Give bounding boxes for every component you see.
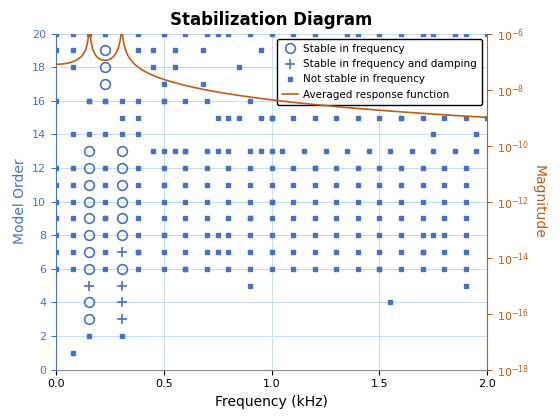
Stable in frequency: [86, 249, 93, 255]
Averaged response function: [209, 89, 216, 94]
Averaged response function: [74, 57, 81, 62]
Not stable in frequency: [161, 31, 167, 36]
Stable in frequency and damping: [118, 283, 125, 288]
Stable in frequency: [118, 165, 125, 171]
Not stable in frequency: [134, 98, 141, 103]
Stable in frequency and damping: [118, 249, 125, 255]
Y-axis label: Magnitude: Magnitude: [532, 165, 546, 239]
Stable in frequency: [86, 165, 93, 171]
Stable in frequency: [118, 216, 125, 221]
Averaged response function: [53, 62, 59, 67]
Averaged response function: [326, 103, 333, 108]
Line: Stable in frequency: Stable in frequency: [85, 45, 127, 324]
Averaged response function: [86, 20, 93, 25]
Not stable in frequency: [70, 350, 77, 355]
Averaged response function: [395, 109, 402, 114]
X-axis label: Frequency (kHz): Frequency (kHz): [215, 395, 328, 409]
Stable in frequency: [86, 266, 93, 271]
Y-axis label: Model Order: Model Order: [12, 159, 26, 244]
Not stable in frequency: [214, 149, 221, 154]
Not stable in frequency: [462, 266, 469, 271]
Not stable in frequency: [53, 182, 59, 187]
Stable in frequency and damping: [86, 283, 93, 288]
Stable in frequency: [118, 199, 125, 204]
Stable in frequency: [86, 216, 93, 221]
Stable in frequency: [101, 81, 108, 87]
Averaged response function: [484, 115, 491, 120]
Stable in frequency: [118, 182, 125, 187]
Stable in frequency: [86, 300, 93, 305]
Stable in frequency: [118, 149, 125, 154]
Stable in frequency and damping: [118, 300, 125, 305]
Stable in frequency: [86, 182, 93, 187]
Not stable in frequency: [462, 165, 469, 171]
Stable in frequency and damping: [118, 317, 125, 322]
Stable in frequency: [101, 65, 108, 70]
Stable in frequency: [86, 199, 93, 204]
Line: Not stable in frequency: Not stable in frequency: [54, 32, 489, 355]
Legend: Stable in frequency, Stable in frequency and damping, Not stable in frequency, A: Stable in frequency, Stable in frequency…: [277, 39, 482, 105]
Not stable in frequency: [134, 31, 141, 36]
Stable in frequency: [118, 266, 125, 271]
Not stable in frequency: [246, 249, 253, 255]
Title: Stabilization Diagram: Stabilization Diagram: [170, 11, 373, 29]
Averaged response function: [372, 108, 379, 113]
Stable in frequency: [86, 317, 93, 322]
Averaged response function: [308, 102, 315, 107]
Line: Stable in frequency and damping: Stable in frequency and damping: [85, 247, 127, 324]
Stable in frequency: [118, 233, 125, 238]
Line: Averaged response function: Averaged response function: [56, 22, 487, 118]
Stable in frequency: [86, 149, 93, 154]
Stable in frequency: [86, 233, 93, 238]
Stable in frequency: [101, 48, 108, 53]
